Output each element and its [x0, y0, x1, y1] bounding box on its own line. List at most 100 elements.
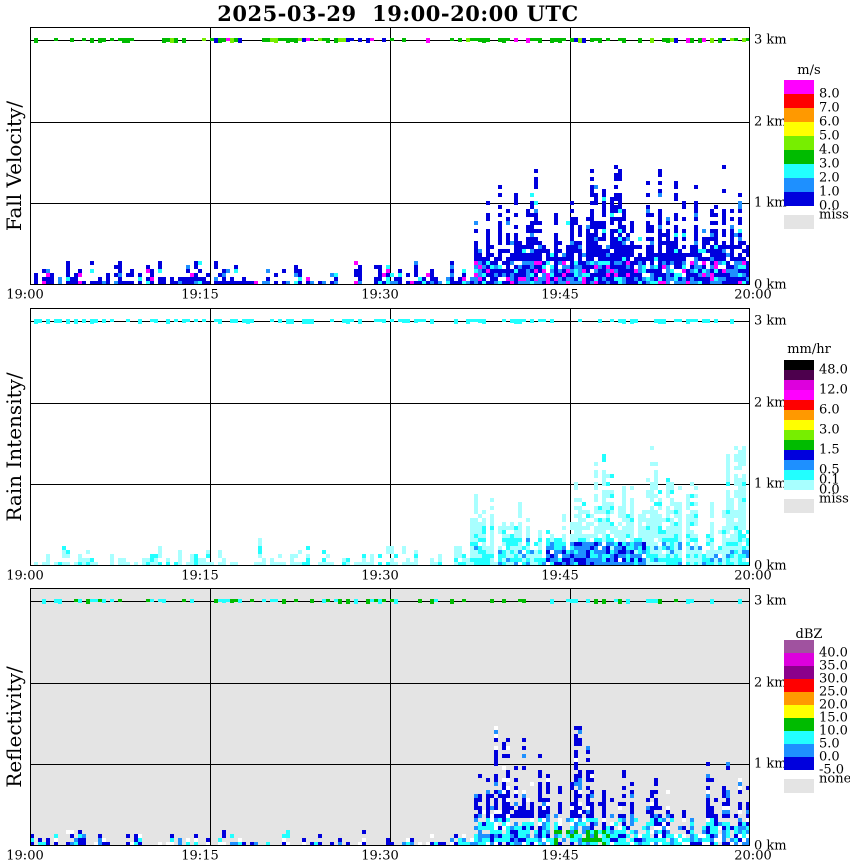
x-tick-label: 19:00: [6, 568, 44, 584]
legend-color-cell: [784, 178, 814, 192]
legend-missing-label: none: [819, 771, 850, 787]
legend-color-cell: [784, 360, 814, 370]
legend-value-label: 35.0: [819, 658, 848, 674]
legend-value-label: 5.0: [819, 736, 840, 752]
legend-value-label: 10.0: [819, 723, 848, 739]
heatmap-reflectivity: [30, 588, 750, 846]
legend-value-label: 1.0: [819, 184, 840, 200]
legend-value-label: 6.0: [819, 114, 840, 130]
height-tick-label: 3 km: [754, 313, 787, 329]
x-tick-label: 19:15: [181, 568, 219, 584]
legend-color-cell: [784, 666, 814, 679]
legend-color-cell: [784, 705, 814, 718]
legend-value-label: 25.0: [819, 684, 848, 700]
y-axis-title-rain-intensity: Rain Intensity/: [2, 372, 26, 522]
legend-color-cell: [784, 370, 814, 380]
legend-value-label: 0.0: [819, 198, 840, 214]
legend-value-label: 48.0: [819, 362, 848, 378]
legend-value-label: 1.5: [819, 442, 840, 458]
height-tick-label: 2 km: [754, 395, 787, 411]
x-tick-label: 19:15: [181, 848, 219, 864]
legend-color-cell: [784, 692, 814, 705]
legend-value-label: 40.0: [819, 645, 848, 661]
legend-title-rain-intensity: mm/hr: [787, 342, 831, 357]
legend-value-label: 15.0: [819, 710, 848, 726]
x-tick-label: 19:15: [181, 287, 219, 303]
legend-missing-label: miss: [819, 491, 849, 507]
x-tick-label: 19:45: [541, 568, 579, 584]
legend-value-label: 3.0: [819, 156, 840, 172]
height-tick-label: 1 km: [754, 195, 787, 211]
height-tick-label: 0 km: [754, 838, 787, 854]
legend-color-cell: [784, 757, 814, 770]
y-axis-title-reflectivity: Reflectivity/: [2, 666, 26, 788]
legend-title-fall-velocity: m/s: [797, 63, 821, 78]
legend-color-cell: [784, 136, 814, 150]
legend-color-cell: [784, 640, 814, 653]
legend-missing-cell: [784, 779, 814, 793]
legend-color-cell: [784, 164, 814, 178]
legend-color-cell: [784, 108, 814, 122]
x-tick-label: 20:00: [734, 848, 772, 864]
x-tick-label: 19:30: [361, 287, 399, 303]
x-tick-label: 19:00: [6, 848, 44, 864]
legend-value-label: 20.0: [819, 697, 848, 713]
legend-color-cell: [784, 192, 814, 206]
x-tick-label: 19:45: [541, 287, 579, 303]
legend-color-cell: [784, 731, 814, 744]
legend-value-label: 0.0: [819, 749, 840, 765]
legend-value-label: 7.0: [819, 100, 840, 116]
legend-value-label: 5.0: [819, 128, 840, 144]
legend-color-cell: [784, 80, 814, 94]
height-tick-label: 2 km: [754, 675, 787, 691]
figure-title: 2025-03-29 19:00-20:00 UTC: [217, 1, 579, 26]
legend-value-label: 0.5: [819, 462, 840, 478]
legend-color-cell: [784, 744, 814, 757]
y-axis-title-fall-velocity: Fall Velocity/: [2, 100, 26, 232]
height-tick-label: 3 km: [754, 593, 787, 609]
x-tick-label: 20:00: [734, 287, 772, 303]
legend-title-reflectivity: dBZ: [795, 627, 823, 642]
legend-color-cell: [784, 718, 814, 731]
x-tick-label: 19:45: [541, 848, 579, 864]
x-tick-label: 19:30: [361, 848, 399, 864]
legend-value-label: 8.0: [819, 86, 840, 102]
height-tick-label: 3 km: [754, 32, 787, 48]
legend-color-cell: [784, 430, 814, 440]
legend-value-label: 4.0: [819, 142, 840, 158]
legend-value-label: 3.0: [819, 422, 840, 438]
legend-value-label: -5.0: [819, 762, 845, 778]
legend-missing-cell: [784, 215, 814, 229]
height-tick-label: 0 km: [754, 558, 787, 574]
legend-color-cell: [784, 470, 814, 480]
legend-color-cell: [784, 420, 814, 430]
legend-color-cell: [784, 480, 814, 490]
legend-value-label: 30.0: [819, 671, 848, 687]
height-tick-label: 0 km: [754, 277, 787, 293]
heatmap-rain-intensity: [30, 308, 750, 566]
legend-color-cell: [784, 410, 814, 420]
legend-color-cell: [784, 450, 814, 460]
legend-value-label: 12.0: [819, 382, 848, 398]
legend-color-cell: [784, 150, 814, 164]
legend-color-cell: [784, 653, 814, 666]
legend-color-cell: [784, 440, 814, 450]
legend-color-cell: [784, 94, 814, 108]
height-tick-label: 2 km: [754, 114, 787, 130]
legend-value-label: 6.0: [819, 402, 840, 418]
x-tick-label: 19:30: [361, 568, 399, 584]
height-tick-label: 1 km: [754, 476, 787, 492]
legend-color-cell: [784, 390, 814, 400]
legend-value-label: 0.1: [819, 472, 840, 488]
legend-color-cell: [784, 122, 814, 136]
legend-value-label: 0.0: [819, 482, 840, 498]
legend-color-cell: [784, 380, 814, 390]
x-tick-label: 20:00: [734, 568, 772, 584]
legend-color-cell: [784, 400, 814, 410]
heatmap-fall-velocity: [30, 27, 750, 285]
legend-missing-cell: [784, 499, 814, 513]
legend-color-cell: [784, 679, 814, 692]
legend-missing-label: miss: [819, 207, 849, 223]
legend-value-label: 2.0: [819, 170, 840, 186]
